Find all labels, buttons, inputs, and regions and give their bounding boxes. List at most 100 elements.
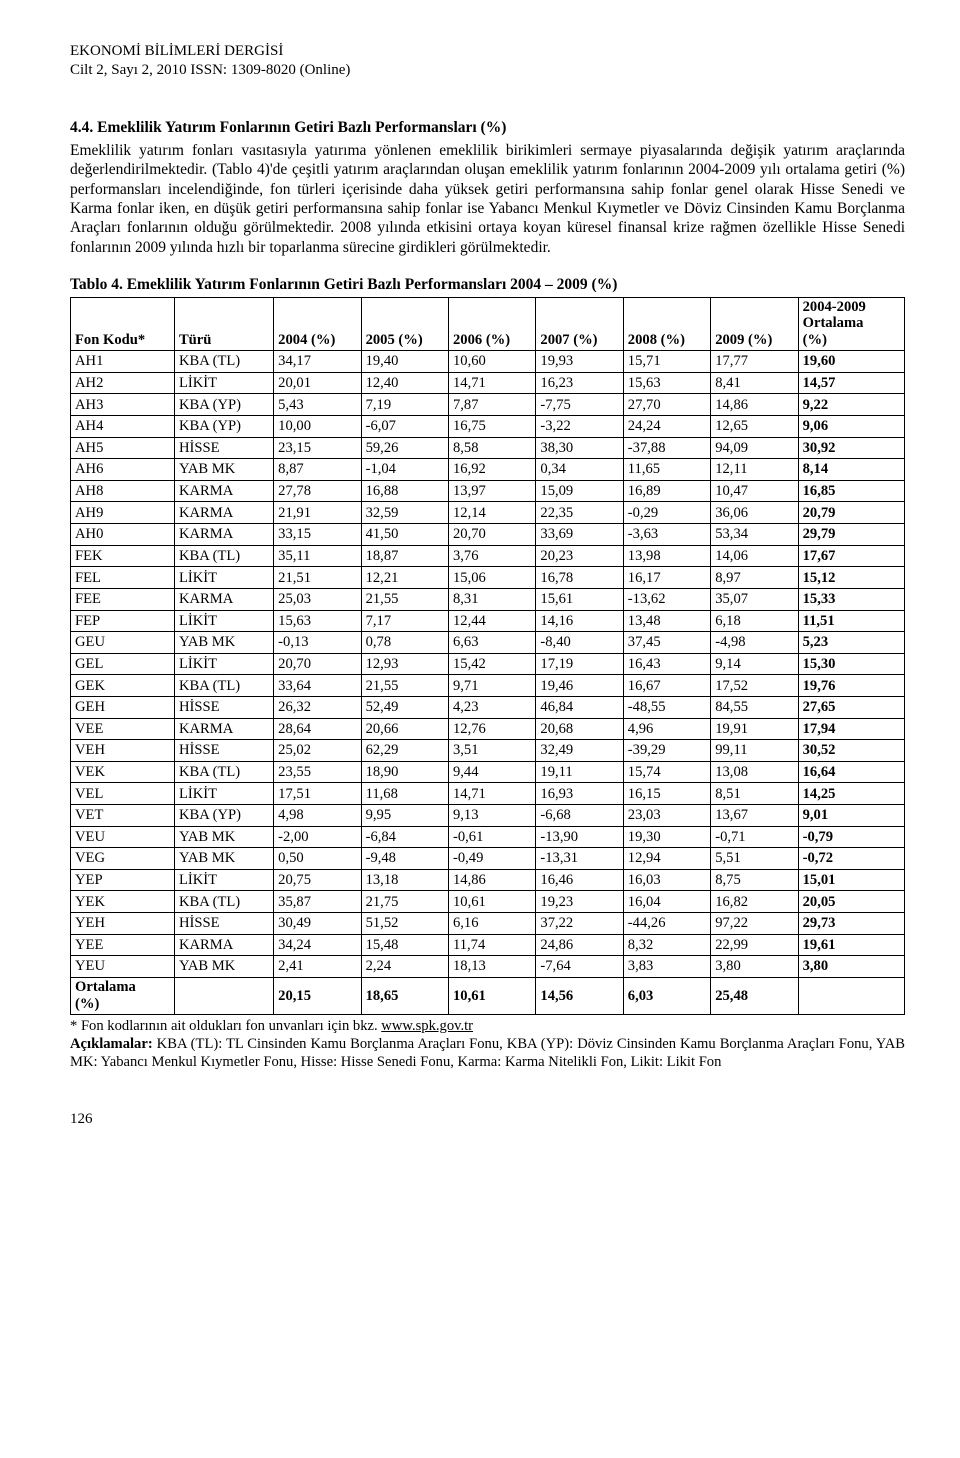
cell-y2006: 18,13 [448,956,535,978]
cell-code: GEU [71,632,175,654]
cell-y2008: 19,30 [623,826,710,848]
cell-y2007: 38,30 [536,437,623,459]
th-avg: 2004-2009 Ortalama (%) [798,297,904,351]
cell-y2006: 8,31 [448,588,535,610]
cell-y2006: 16,92 [448,459,535,481]
cell-y2004: 21,91 [274,502,361,524]
th-2008: 2008 (%) [623,297,710,351]
summary-y2008: 6,03 [623,977,710,1014]
cell-y2004: 35,11 [274,545,361,567]
table-row: YEEKARMA34,2415,4811,7424,868,3222,9919,… [71,934,905,956]
cell-type: LİKİT [174,372,273,394]
cell-avg: 20,79 [798,502,904,524]
table-summary-row: Ortalama(%)20,1518,6510,6114,566,0325,48 [71,977,905,1014]
cell-y2005: 12,93 [361,653,448,675]
cell-type: LİKİT [174,610,273,632]
table-row: AH2LİKİT20,0112,4014,7116,2315,638,4114,… [71,372,905,394]
cell-type: KARMA [174,480,273,502]
table-row: AH0KARMA33,1541,5020,7033,69-3,6353,3429… [71,524,905,546]
th-avg-l2: Ortalama [803,315,864,331]
cell-y2005: 21,75 [361,891,448,913]
table-row: AH4KBA (YP)10,00-6,0716,75-3,2224,2412,6… [71,416,905,438]
cell-avg: 19,61 [798,934,904,956]
table-row: YEUYAB MK2,412,2418,13-7,643,833,803,80 [71,956,905,978]
table-row: VEKKBA (TL)23,5518,909,4419,1115,7413,08… [71,761,905,783]
cell-type: HİSSE [174,696,273,718]
cell-avg: 9,22 [798,394,904,416]
cell-type: LİKİT [174,567,273,589]
cell-y2008: -39,29 [623,740,710,762]
cell-y2006: 9,13 [448,805,535,827]
cell-y2006: 6,16 [448,913,535,935]
cell-y2006: 12,14 [448,502,535,524]
cell-y2005: 18,90 [361,761,448,783]
cell-y2008: -44,26 [623,913,710,935]
cell-y2008: 13,48 [623,610,710,632]
cell-y2006: 6,63 [448,632,535,654]
cell-code: YEK [71,891,175,913]
cell-type: KBA (YP) [174,805,273,827]
cell-y2009: 99,11 [711,740,798,762]
cell-y2005: 51,52 [361,913,448,935]
cell-y2007: 16,23 [536,372,623,394]
cell-y2008: -0,29 [623,502,710,524]
cell-y2006: 16,75 [448,416,535,438]
cell-y2004: 23,55 [274,761,361,783]
cell-y2004: 20,01 [274,372,361,394]
cell-y2004: 0,50 [274,848,361,870]
table-row: YEKKBA (TL)35,8721,7510,6119,2316,0416,8… [71,891,905,913]
cell-y2004: 35,87 [274,891,361,913]
cell-type: KARMA [174,588,273,610]
cell-y2004: 26,32 [274,696,361,718]
table-row: VELLİKİT17,5111,6814,7116,9316,158,5114,… [71,783,905,805]
cell-y2004: 28,64 [274,718,361,740]
cell-y2004: 25,02 [274,740,361,762]
journal-name: EKONOMİ BİLİMLERİ DERGİSİ [70,42,905,61]
cell-code: VEH [71,740,175,762]
cell-y2005: 2,24 [361,956,448,978]
cell-y2007: -8,40 [536,632,623,654]
table-row: AH6YAB MK8,87-1,0416,920,3411,6512,118,1… [71,459,905,481]
cell-avg: 30,52 [798,740,904,762]
cell-y2006: 4,23 [448,696,535,718]
summary-y2007: 14,56 [536,977,623,1014]
cell-code: AH0 [71,524,175,546]
cell-y2007: 19,46 [536,675,623,697]
table-row: VEGYAB MK0,50-9,48-0,49-13,3112,945,51-0… [71,848,905,870]
cell-y2009: 22,99 [711,934,798,956]
cell-y2006: 8,58 [448,437,535,459]
cell-y2009: -4,98 [711,632,798,654]
cell-code: YEH [71,913,175,935]
cell-y2006: 10,61 [448,891,535,913]
cell-y2007: 37,22 [536,913,623,935]
footnote-link[interactable]: www.spk.gov.tr [381,1018,473,1034]
cell-y2008: 24,24 [623,416,710,438]
cell-type: KARMA [174,502,273,524]
cell-y2005: 21,55 [361,588,448,610]
cell-y2007: 20,68 [536,718,623,740]
cell-y2006: 7,87 [448,394,535,416]
cell-y2004: 23,15 [274,437,361,459]
cell-y2005: 7,19 [361,394,448,416]
cell-y2009: 5,51 [711,848,798,870]
cell-y2004: 25,03 [274,588,361,610]
cell-avg: 16,64 [798,761,904,783]
table-row: AH1KBA (TL)34,1719,4010,6019,9315,7117,7… [71,351,905,373]
cell-y2009: -0,71 [711,826,798,848]
table-row: GEHHİSSE26,3252,494,2346,84-48,5584,5527… [71,696,905,718]
page-header: EKONOMİ BİLİMLERİ DERGİSİ Cilt 2, Sayı 2… [70,42,905,80]
cell-avg: 5,23 [798,632,904,654]
cell-type: YAB MK [174,632,273,654]
cell-y2006: 20,70 [448,524,535,546]
cell-y2007: 20,23 [536,545,623,567]
cell-y2004: 15,63 [274,610,361,632]
table-row: FEKKBA (TL)35,1118,873,7620,2313,9814,06… [71,545,905,567]
th-type: Türü [174,297,273,351]
cell-y2009: 17,77 [711,351,798,373]
cell-y2008: 16,89 [623,480,710,502]
cell-y2007: 17,19 [536,653,623,675]
cell-type: YAB MK [174,459,273,481]
cell-avg: -0,79 [798,826,904,848]
table-row: FELLİKİT21,5112,2115,0616,7816,178,9715,… [71,567,905,589]
cell-avg: 9,01 [798,805,904,827]
